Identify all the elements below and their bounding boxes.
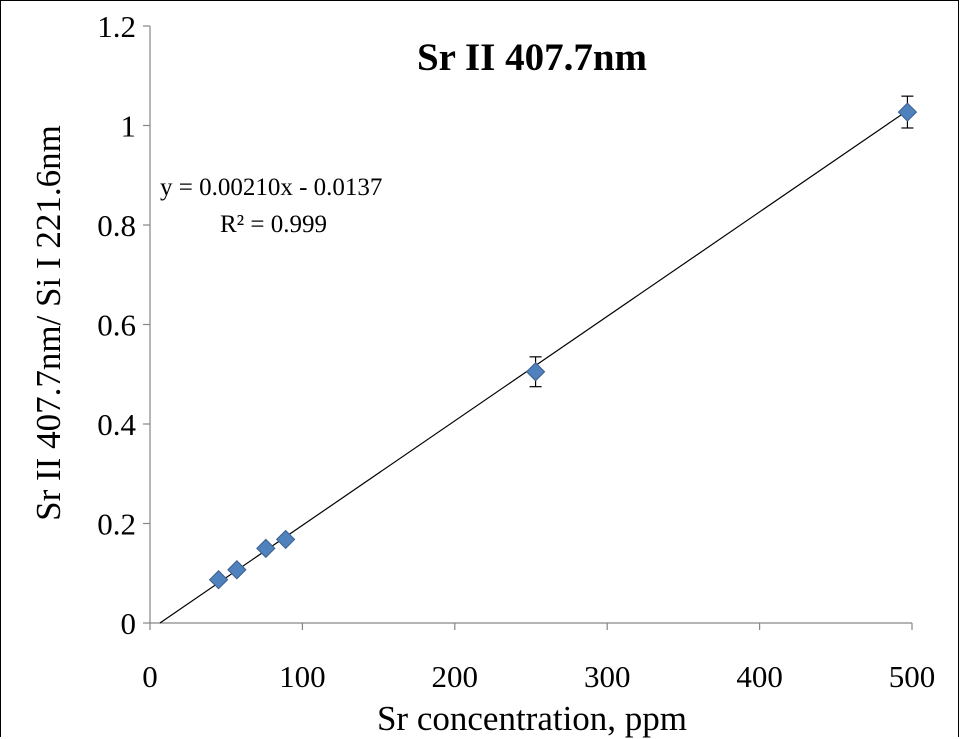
y-axis-title: Sr II 407.7nm/ Si I 221.6nm xyxy=(29,125,68,521)
y-tick-label: 0 xyxy=(121,606,137,641)
data-point xyxy=(275,529,296,550)
y-tick-label: 0.2 xyxy=(97,507,136,542)
trendline-r-squared: R² = 0.999 xyxy=(220,211,327,238)
trendline-equation: y = 0.00210x - 0.0137 xyxy=(160,174,382,201)
y-tick-label: 0.6 xyxy=(97,308,136,343)
data-point xyxy=(897,102,918,122)
data-point xyxy=(256,538,276,559)
data-point xyxy=(227,560,247,580)
x-axis-title: Sr concentration, ppm xyxy=(377,699,687,738)
axes xyxy=(149,26,912,624)
data-point xyxy=(208,570,229,590)
y-tick-label: 1 xyxy=(121,109,137,144)
x-tick-label: 0 xyxy=(142,659,158,694)
x-tick-label: 200 xyxy=(432,659,479,694)
y-tick-label: 0.8 xyxy=(97,208,136,243)
data-point xyxy=(525,362,546,382)
data-points xyxy=(208,95,918,590)
x-tick-label: 100 xyxy=(279,659,326,694)
x-tick-label: 300 xyxy=(584,659,631,694)
y-tick-label: 1.2 xyxy=(97,9,136,44)
ticks: 0 0.2 0.4 0.6 0.8 1 1.2 0 100 200 300 400 500 xyxy=(97,9,935,694)
y-tick-label: 0.4 xyxy=(97,407,136,442)
chart-title: Sr II 407.7nm xyxy=(417,36,647,79)
x-tick-label: 500 xyxy=(889,659,936,694)
x-tick-label: 400 xyxy=(736,659,783,694)
